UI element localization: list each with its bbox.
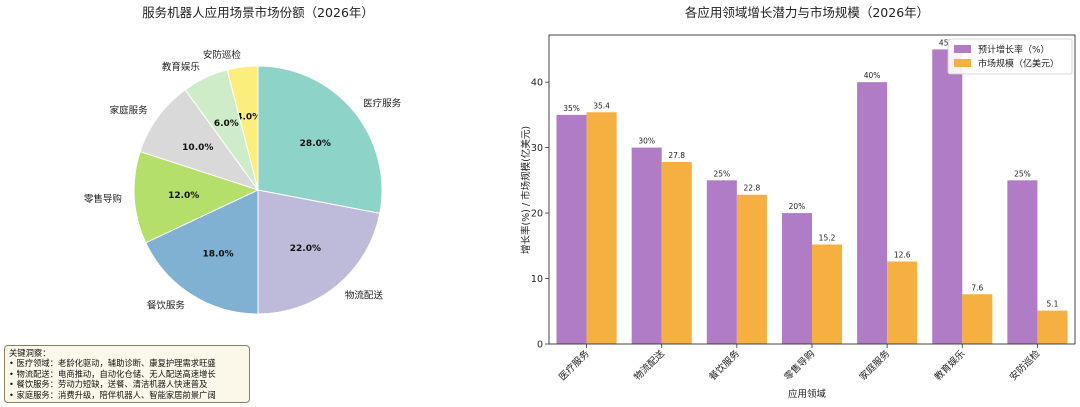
growth-bar (706, 180, 737, 344)
bar-value-label: 25% (713, 169, 730, 178)
pie-category-label: 零售导购 (84, 193, 122, 205)
pie-percent-label: 12.0% (168, 191, 199, 201)
y-tick-label: 0 (537, 340, 543, 351)
growth-bar (781, 213, 812, 344)
insight-line-home: • 家庭服务：消费升级，陪伴机器人、智能家居前景广阔 (9, 389, 216, 400)
legend: 预计增长率（%） 市场规模（亿美元） (947, 38, 1073, 75)
market-size-bar (736, 194, 767, 344)
bar-title: 各应用领域增长潜力与市场规模（2026年） (685, 5, 929, 20)
pie-category-label: 家庭服务 (110, 104, 149, 116)
x-tick-label: 餐饮服务 (707, 347, 743, 383)
y-tick-label: 10 (531, 274, 543, 285)
bar-value-label: 20% (789, 202, 806, 211)
pie-slice (133, 151, 260, 244)
bar-value-label: 5.1 (1046, 300, 1058, 309)
pie-category-label: 教育娱乐 (162, 61, 201, 73)
growth-bar (631, 147, 662, 344)
x-tick-label: 零售导购 (782, 348, 817, 383)
bar-x-axis-label: 应用领域 (788, 388, 827, 400)
x-tick-label: 教育娱乐 (932, 347, 968, 383)
pie-slice (257, 189, 381, 315)
legend-label: 预计增长率（%） (978, 44, 1050, 56)
y-tick-label: 40 (531, 78, 543, 89)
bar-value-label: 25% (1014, 169, 1031, 178)
bar-value-label: 12.6 (894, 251, 911, 260)
pie-category-label: 安防巡检 (203, 49, 242, 61)
market-size-bar (812, 244, 843, 344)
x-tick-label: 物流配送 (631, 347, 667, 383)
bar-value-label: 22.8 (744, 184, 761, 193)
bar-value-label: 45% (939, 38, 956, 47)
bar-value-label: 30% (638, 137, 655, 146)
bar-value-label: 7.6 (971, 283, 983, 292)
bar-chart: 各应用领域增长潜力与市场规模（2026年） 应用领域 增长率(%) / 市场规模… (520, 5, 1076, 400)
x-tick-label: 医疗服务 (556, 347, 592, 383)
pie-percent-label: 6.0% (214, 119, 239, 129)
x-tick-label: 安防巡检 (1007, 347, 1043, 383)
pie-slice (257, 65, 383, 214)
pie-chart: 服务机器人应用场景市场份额（2026年） 4.0% 安防巡检 6.0% 教育娱乐 10.… (84, 5, 402, 315)
pie-percent-label: 4.0% (236, 113, 261, 123)
bar-value-label: 35% (563, 104, 580, 113)
bar-value-label: 35.4 (593, 101, 610, 110)
growth-bar (556, 114, 587, 345)
pie-percent-label: 22.0% (290, 244, 321, 254)
legend-swatch (954, 59, 971, 67)
bar-value-label: 15.2 (819, 233, 836, 242)
pie-slice (139, 88, 260, 191)
pie-percent-label: 10.0% (182, 143, 213, 153)
market-size-bar (887, 261, 918, 344)
growth-bar (857, 82, 888, 344)
growth-bar (932, 49, 963, 345)
pie-category-label: 医疗服务 (363, 98, 402, 110)
insight-title: 关键洞察： (9, 348, 51, 358)
insight-line-catering: • 餐饮服务：劳动力短缺，送餐、清洁机器人快速普及 (9, 379, 208, 390)
bar-value-label: 27.8 (668, 151, 685, 160)
insight-box: 关键洞察： • 医疗领域：老龄化驱动，辅助诊断、康复护理需求旺盛 • 物流配送：… (4, 345, 250, 404)
plot-frame (548, 34, 1076, 345)
pie-slice (145, 189, 259, 315)
pie-category-label: 餐饮服务 (147, 300, 186, 312)
y-tick-label: 20 (531, 209, 543, 220)
legend-swatch (954, 45, 971, 53)
pie-category-label: 物流配送 (345, 290, 384, 302)
legend-label: 市场规模（亿美元） (978, 58, 1059, 70)
pie-percent-label: 28.0% (300, 139, 331, 149)
market-size-bar (962, 294, 993, 344)
bar-value-label: 40% (864, 71, 881, 80)
legend-frame (947, 38, 1073, 75)
market-size-bar (586, 112, 617, 344)
growth-bar (1007, 180, 1038, 344)
y-tick-label: 30 (531, 143, 543, 154)
insight-line-medical: • 医疗领域：老龄化驱动，辅助诊断、康复护理需求旺盛 (9, 358, 216, 369)
pie-title: 服务机器人应用场景市场份额（2026年） (142, 5, 374, 20)
x-tick-label: 家庭服务 (857, 347, 893, 383)
market-size-bar (1037, 310, 1068, 344)
bar-y-axis-label: 增长率(%) / 市场规模(亿美元) (520, 126, 532, 254)
insight-line-logistics: • 物流配送：电商推动，自动化仓储、无人配送高速增长 (9, 368, 216, 379)
pie-percent-label: 18.0% (202, 249, 233, 259)
market-size-bar (661, 162, 692, 344)
